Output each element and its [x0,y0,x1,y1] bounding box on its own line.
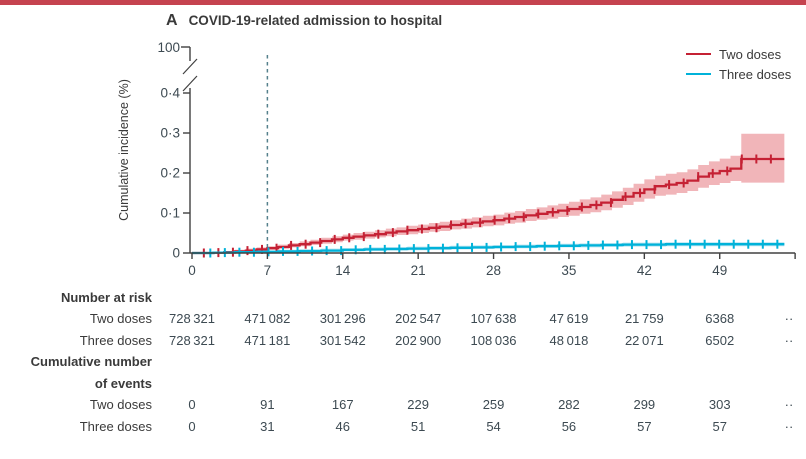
events-three-doses-value: 57 [712,419,727,434]
risk-three-doses-value: 301 542 [319,333,366,348]
panel-title: COVID-19-related admission to hospital [188,13,443,28]
risk-two-doses-value: 21 759 [624,311,664,326]
y-tick-label: 0·4 [160,86,180,101]
risk-two-doses-value: 47 619 [549,311,589,326]
x-tick-label: 21 [411,263,426,278]
y-tick-label: 0·2 [160,166,180,181]
events-three-doses-value: ·· [784,419,794,434]
risk-three-doses-value: 22 071 [624,333,664,348]
risk-two-doses-value: 301 296 [319,311,366,326]
risk-three-doses-value: 728 321 [169,333,215,348]
events-two-doses-value: 282 [558,397,580,412]
y-tick-label: 0·3 [160,126,180,141]
risk-two-doses-value: 202 547 [395,311,442,326]
legend-item-two-doses: Two doses [686,44,791,64]
events-two-doses-value: 259 [482,397,505,412]
events-row-label-two-doses: Two doses [89,397,152,412]
events-two-doses-value: 167 [331,397,354,412]
risk-three-doses-value: 6502 [705,333,735,348]
cumulative-events-header-line2: of events [94,376,152,391]
risk-three-doses-value: 48 018 [549,333,589,348]
panel-letter: A [166,12,178,29]
risk-two-doses-value: 107 638 [470,311,517,326]
axis-break-slash [182,58,198,75]
risk-row-label-two-doses: Two doses [89,311,152,326]
y-tick-label-100: 100 [157,40,180,55]
panel-title-block: A COVID-19-related admission to hospital [166,12,442,30]
x-tick-label: 49 [712,263,727,278]
risk-two-doses-value: 471 082 [244,311,291,326]
risk-three-doses-value: 202 900 [395,333,442,348]
two-doses-line-swatch [686,52,711,56]
two-doses-curve [192,157,785,255]
top-accent-bar [0,0,806,5]
events-two-doses-value: 91 [260,397,275,412]
cumulative-events-header-line1: Cumulative number [30,354,152,369]
risk-row-label-three-doses: Three doses [79,333,152,348]
legend-label-three-doses: Three doses [719,66,792,82]
axis-break-slash [182,75,198,92]
x-tick-label: 28 [486,263,501,278]
events-three-doses-value: 51 [410,419,426,434]
x-tick-label: 0 [188,263,196,278]
risk-two-doses-value: 6368 [705,311,735,326]
two-doses-ci-band [192,133,785,253]
risk-two-doses-value: 728 321 [169,311,215,326]
x-tick-label: 42 [637,263,652,278]
x-tick-label: 14 [335,263,351,278]
risk-three-doses-value: 471 181 [244,333,291,348]
risk-three-doses-value: 108 036 [470,333,517,348]
x-tick-label: 7 [264,263,272,278]
events-two-doses-value: 229 [407,397,429,412]
events-three-doses-value: 54 [486,419,501,434]
events-two-doses-value: 0 [188,397,196,412]
risk-two-doses-value: ·· [784,311,794,326]
legend-item-three-doses: Three doses [686,64,791,84]
legend: Two doses Three doses [686,44,791,84]
three-doses-line-swatch [686,72,711,76]
events-two-doses-value: 299 [633,397,656,412]
events-two-doses-value: 303 [708,397,731,412]
events-three-doses-value: 31 [260,419,275,434]
y-tick-label: 0·1 [160,206,180,221]
events-three-doses-value: 46 [335,419,350,434]
events-two-doses-value: ·· [784,397,794,412]
legend-label-two-doses: Two doses [719,46,782,62]
three-doses-curve [192,243,785,255]
events-row-label-three-doses: Three doses [79,419,152,434]
risk-three-doses-value: ·· [784,333,794,348]
events-three-doses-value: 57 [637,419,652,434]
events-three-doses-value: 0 [188,419,196,434]
x-tick-label: 35 [561,263,576,278]
events-three-doses-value: 56 [561,419,577,434]
y-tick-label: 0 [172,246,180,261]
number-at-risk-header: Number at risk [60,290,152,305]
